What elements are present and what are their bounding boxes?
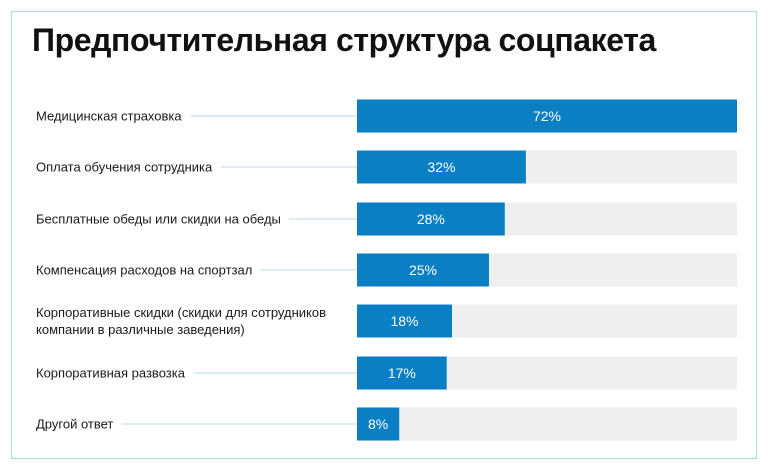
category-label: Корпоративная развозка (36, 366, 186, 381)
value-label: 25% (409, 262, 437, 278)
bar (357, 202, 505, 236)
category-label: Другой ответ (36, 417, 113, 432)
bar-track (357, 407, 737, 441)
value-label: 18% (390, 313, 418, 329)
category-label: Медицинская страховка (36, 109, 182, 124)
value-label: 28% (417, 211, 445, 227)
value-label: 32% (427, 159, 455, 175)
bar (357, 407, 400, 441)
category-label: Бесплатные обеды или скидки на обеды (36, 212, 281, 227)
bar (357, 356, 447, 390)
value-label: 72% (533, 108, 561, 124)
chart-title: Предпочтительная структура соцпакета (32, 22, 656, 58)
bar (357, 99, 737, 133)
chart-frame (11, 11, 757, 459)
category-label: Корпоративные скидки (скидки для сотрудн… (36, 305, 326, 337)
bar (357, 253, 489, 287)
bar (357, 304, 452, 338)
value-label: 17% (388, 365, 416, 381)
category-label: Компенсация расходов на спортзал (36, 263, 252, 278)
bar (357, 150, 526, 184)
category-label: Оплата обучения сотрудника (36, 160, 213, 175)
value-label: 8% (368, 416, 388, 432)
